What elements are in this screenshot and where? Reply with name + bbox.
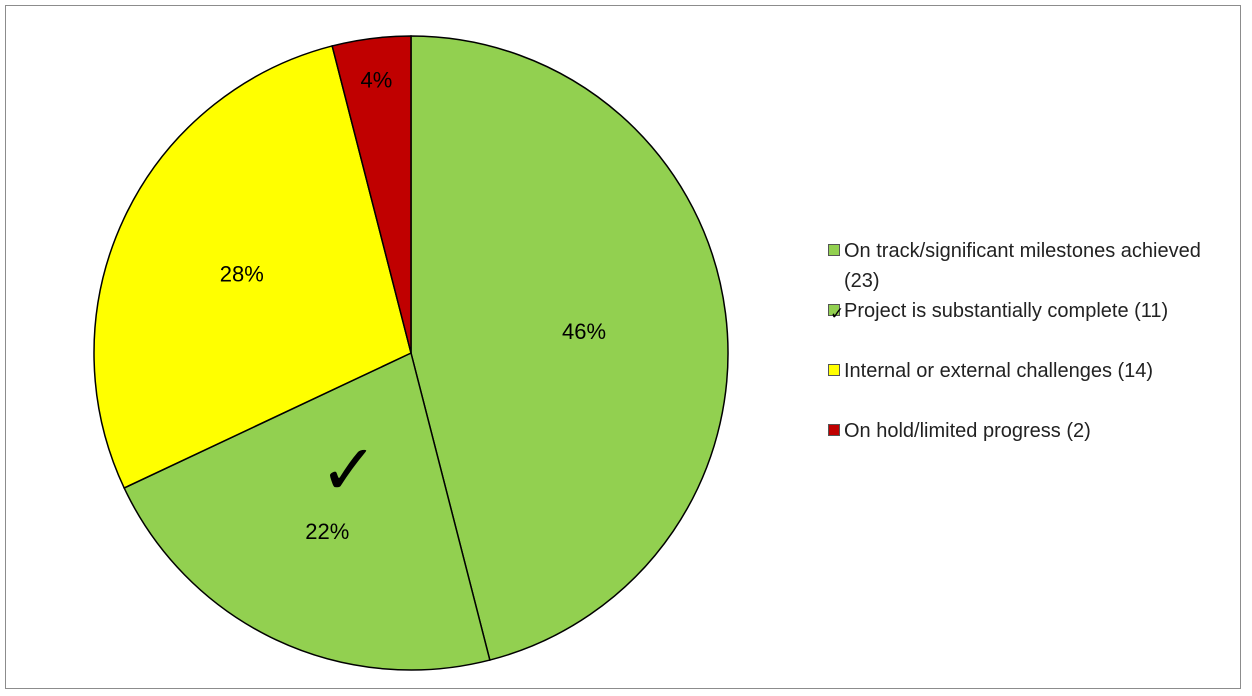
legend-item-3: Internal or external challenges (14) [828,356,1238,386]
legend-item-2: ✓ Project is substantially complete (11) [828,296,1238,326]
slice-label-1: 46% [562,319,606,344]
pie-slice-2 [123,351,491,671]
chart-frame: 46% 22% ✓ 28% 4% On track/significant milest… [5,5,1241,689]
legend-item-1: On track/significant milestones achieved… [828,236,1238,296]
legend-label-3: Internal or external challenges (14) [844,360,1154,382]
pie-slice-4 [331,35,412,354]
legend-label-2: Project is substantially complete (11) [844,300,1169,322]
legend-label-4: On hold/limited progress (2) [844,420,1091,442]
legend-check-icon: ✓ [830,304,845,324]
check-mark-icon: ✓ [319,429,378,511]
pie-slice-3 [93,45,412,489]
legend-swatch-2: ✓ [828,304,844,324]
legend-swatch-3 [828,364,840,376]
slice-label-4: 4% [361,67,393,92]
slice-label-2: 22% [305,519,349,544]
legend-label-1: On track/significant milestones achieved… [844,240,1201,292]
pie-chart: 46% 22% ✓ 28% 4% [93,35,729,671]
legend-item-4: On hold/limited progress (2) [828,416,1238,446]
pie-slice-1 [410,35,729,661]
legend-swatch-1 [828,244,840,256]
slice-label-3: 28% [220,261,264,286]
legend-swatch-4 [828,424,840,436]
